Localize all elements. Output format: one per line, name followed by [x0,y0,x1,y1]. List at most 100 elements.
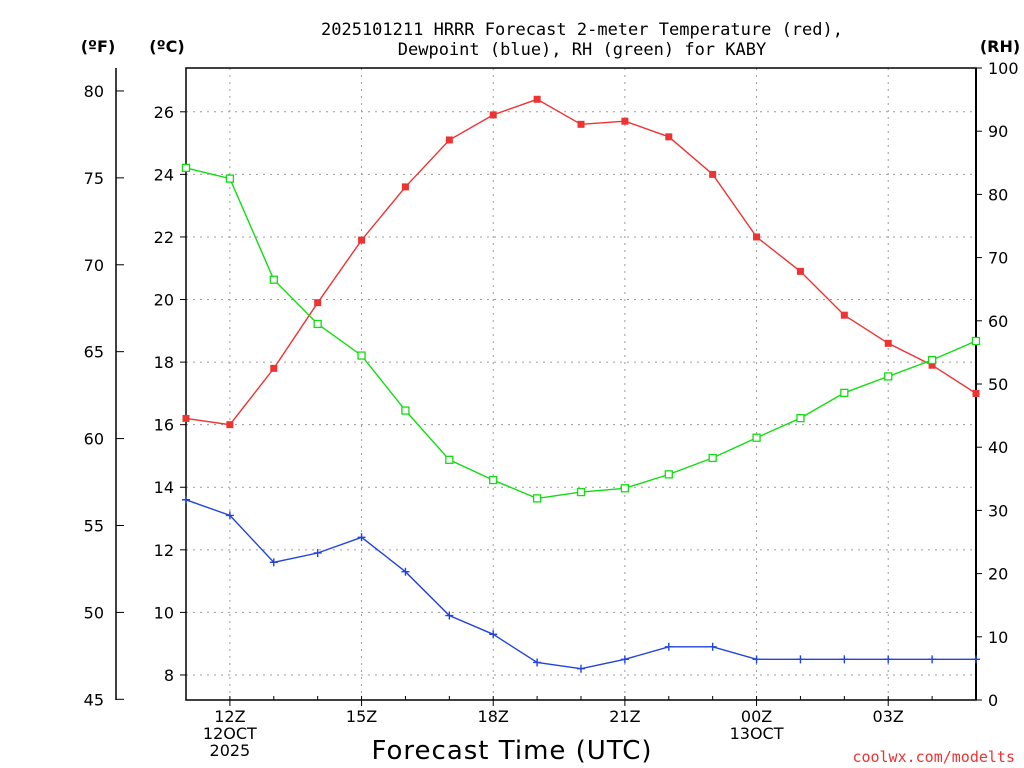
chart-title-line1: 2025101211 HRRR Forecast 2-meter Tempera… [321,20,843,40]
temperature-point [358,236,366,244]
temperature-point [796,267,804,275]
rh-tick-label: 70 [988,249,1008,268]
rh-point [401,406,410,415]
rh-point [840,388,849,397]
temperature-point [972,389,980,397]
fahrenheit-tick-label: 45 [84,690,104,709]
rh-point [489,475,498,485]
celsius-tick-label: 22 [154,228,174,247]
fahrenheit-tick-label: 70 [84,256,104,275]
x-tick-label: 12OCT [203,724,257,743]
temperature-point [445,136,453,144]
temperature-point [928,361,936,369]
series-dewpoint [182,495,980,673]
dewpoint-point [972,655,980,664]
dewpoint-point [269,558,278,567]
dewpoint-point [884,655,893,664]
x-tick-label: 13OCT [730,724,784,743]
rh-point [445,455,454,464]
dewpoint-point [928,655,937,664]
celsius-tick-label: 24 [154,165,174,184]
fahrenheit-tick-label: 65 [84,343,104,362]
rh-point [884,372,893,381]
temperature-line [185,98,977,426]
fahrenheit-tick-label: 60 [84,430,104,449]
fahrenheit-tick-label: 55 [84,516,104,535]
fahrenheit-tick-label: 50 [84,603,104,622]
temperature-point [401,183,409,191]
x-tick-label: 18Z [478,707,509,726]
temperature-point [577,120,585,128]
rh-unit-label: (RH) [980,37,1020,56]
dewpoint-point [708,642,717,651]
dewpoint-point [182,495,190,504]
temperature-point [226,421,234,429]
rh-point [269,275,278,284]
celsius-tick-label: 8 [164,666,174,685]
celsius-tick-label: 20 [154,291,174,310]
rh-point [927,355,937,365]
x-tick-label: 2025 [210,741,251,760]
celsius-tick-label: 10 [154,603,174,622]
temperature-point [665,133,673,141]
temperature-point [884,339,892,347]
temperature-point [753,233,761,241]
chart-title-line2: Dewpoint (blue), RH (green) for KABY [398,40,766,60]
celsius-tick-label: 18 [154,353,174,372]
rh-tick-label: 0 [988,691,998,710]
plot-frame [185,67,977,701]
x-tick-label: 15Z [346,707,377,726]
series-temperature [182,95,980,429]
dewpoint-point [401,567,410,576]
series-layer [181,95,981,673]
rh-tick-label: 50 [988,375,1008,394]
fahrenheit-axis: 45 50 55 60 65 70 75 80 [84,82,124,709]
series-rh [181,163,981,503]
temperature-point [533,95,541,103]
x-tick-label: 12Z [214,707,245,726]
dewpoint-point [752,655,761,664]
fahrenheit-unit-label: (ºF) [81,37,116,56]
rh-tick-label: 80 [988,185,1008,204]
fahrenheit-tick-label: 80 [84,82,104,101]
temperature-point [709,170,717,178]
dewpoint-point [489,630,498,639]
temperature-point [840,311,848,319]
temperature-point [314,299,322,307]
rh-point [708,453,717,463]
x-tick-label: 00Z [741,707,772,726]
dewpoint-point [533,658,542,667]
dewpoint-point [620,655,629,664]
rh-point [181,163,191,173]
dewpoint-point [357,533,366,542]
temperature-point [182,414,190,422]
celsius-tick-label: 14 [154,478,174,497]
rh-line [185,167,977,500]
celsius-tick-label: 12 [154,541,174,560]
rh-point [620,484,630,493]
x-tick-label: 03Z [873,707,904,726]
temperature-point [621,117,629,125]
rh-tick-label: 30 [988,501,1008,520]
dewpoint-line [185,499,976,670]
rh-point [532,494,542,503]
rh-point [576,487,586,497]
dewpoint-point [225,511,234,520]
rh-tick-label: 90 [988,122,1008,141]
temperature-point [489,111,497,119]
celsius-tick-label: 16 [154,416,174,435]
rh-point [796,413,805,423]
rh-point [225,174,235,183]
celsius-unit-label: (ºC) [149,37,184,56]
rh-tick-label: 20 [988,565,1008,584]
temperature-point [270,364,278,372]
dewpoint-point [577,664,585,673]
dewpoint-point [664,642,673,651]
dewpoint-point [313,548,322,557]
rh-point [971,336,981,346]
rh-tick-label: 40 [988,438,1008,457]
rh-point [752,433,761,442]
celsius-tick-label: 26 [154,103,174,122]
